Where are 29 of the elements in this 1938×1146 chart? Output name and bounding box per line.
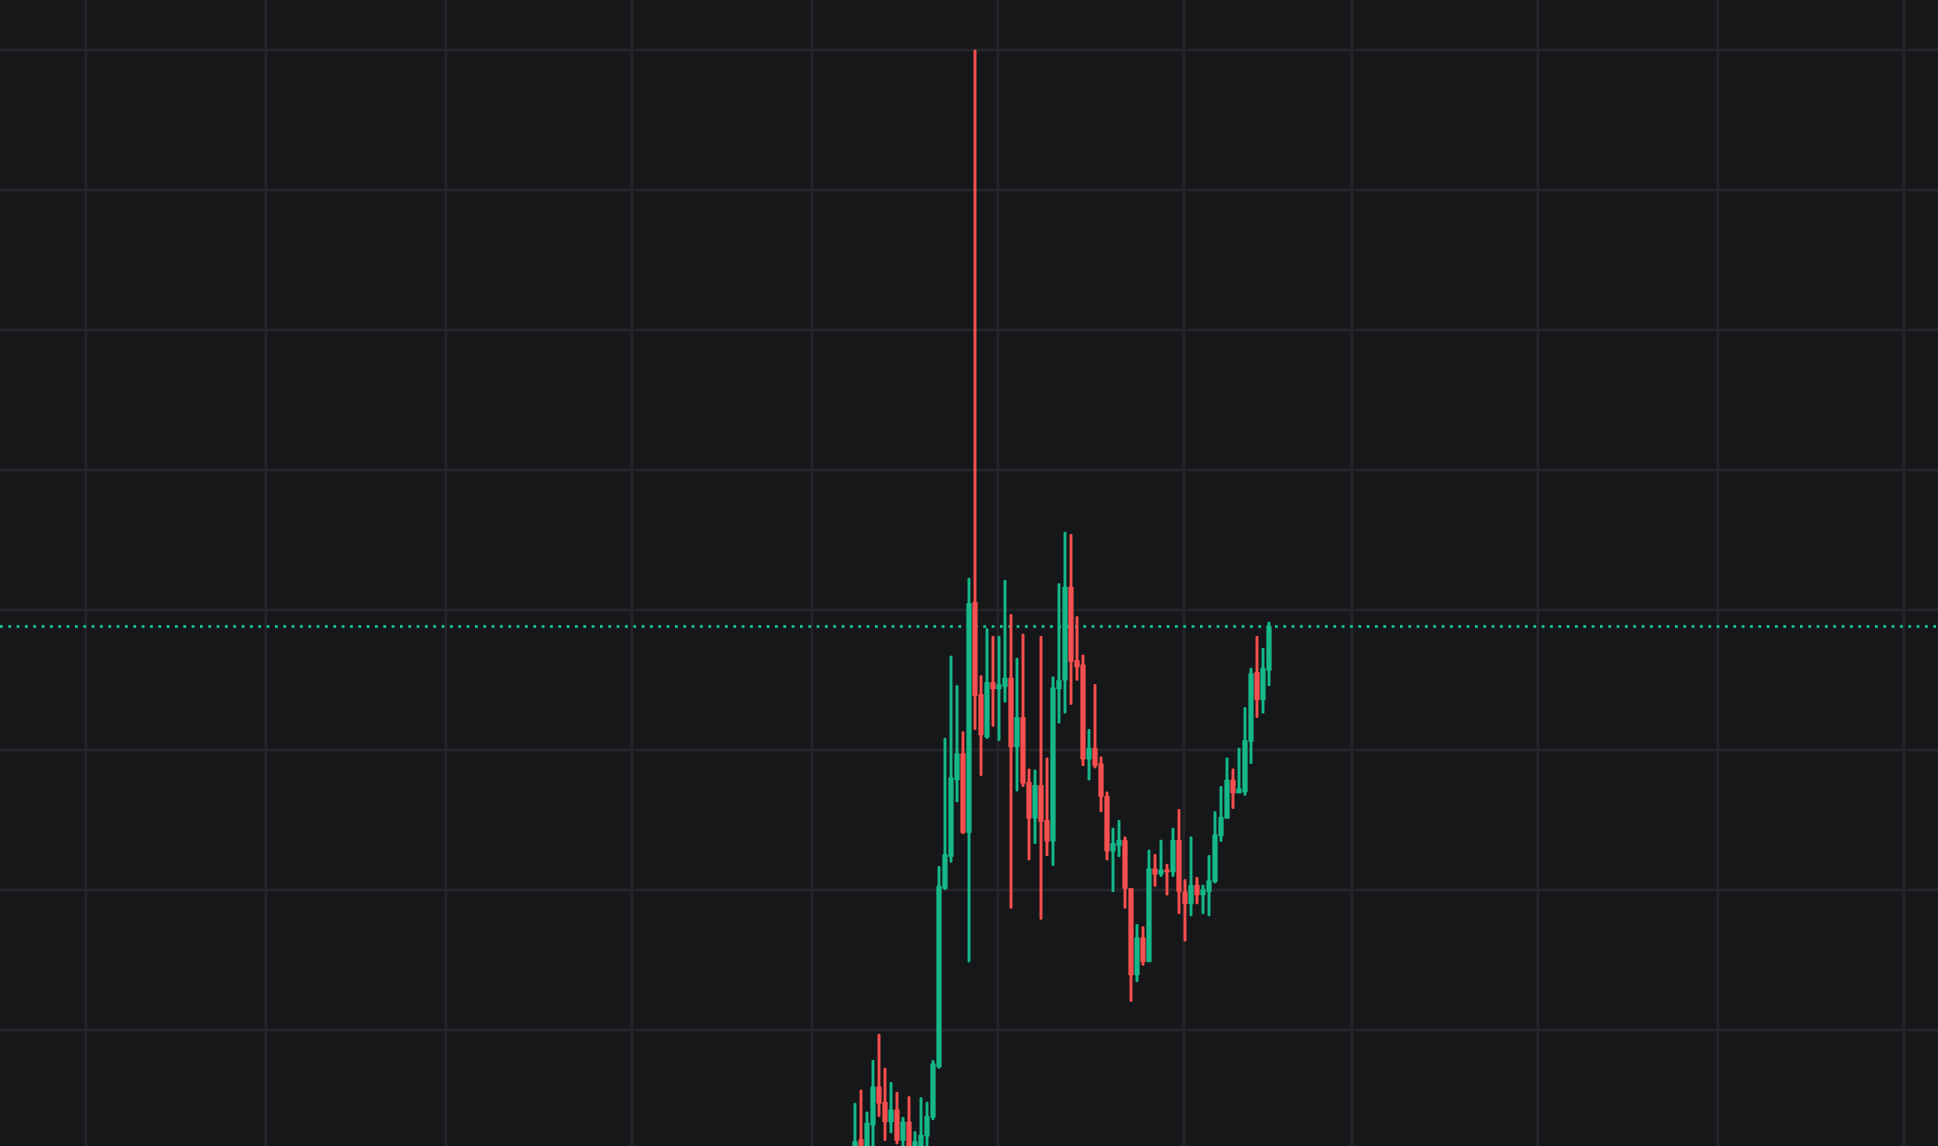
candlestick [1038, 635, 1044, 920]
candlestick [918, 1097, 924, 1146]
candlestick [1014, 657, 1020, 792]
candlestick [1254, 635, 1260, 718]
candlestick [852, 1102, 858, 1146]
candlestick [990, 635, 996, 727]
candlestick [1110, 827, 1116, 893]
candlestick [1164, 863, 1170, 896]
candlestick [1158, 839, 1164, 877]
candlestick [870, 1060, 876, 1146]
candlestick [894, 1091, 900, 1145]
candlestick [1086, 729, 1092, 781]
candlestick [1188, 836, 1194, 917]
candlestick [900, 1117, 906, 1146]
candlestick [1140, 926, 1146, 966]
candlestick [1068, 534, 1074, 705]
candlestick [1152, 854, 1158, 887]
candlestick [858, 1089, 864, 1146]
candlestick [1032, 769, 1038, 844]
candlestick [1230, 768, 1236, 809]
candlestick [888, 1082, 894, 1134]
candlestick [960, 731, 966, 835]
candlestick [1146, 849, 1152, 963]
candlestick [906, 1096, 912, 1146]
candlestick [1170, 827, 1176, 877]
candlestick [966, 577, 972, 963]
candlestick [1008, 614, 1014, 909]
candlestick [1194, 877, 1200, 905]
candlestick [1134, 924, 1140, 983]
